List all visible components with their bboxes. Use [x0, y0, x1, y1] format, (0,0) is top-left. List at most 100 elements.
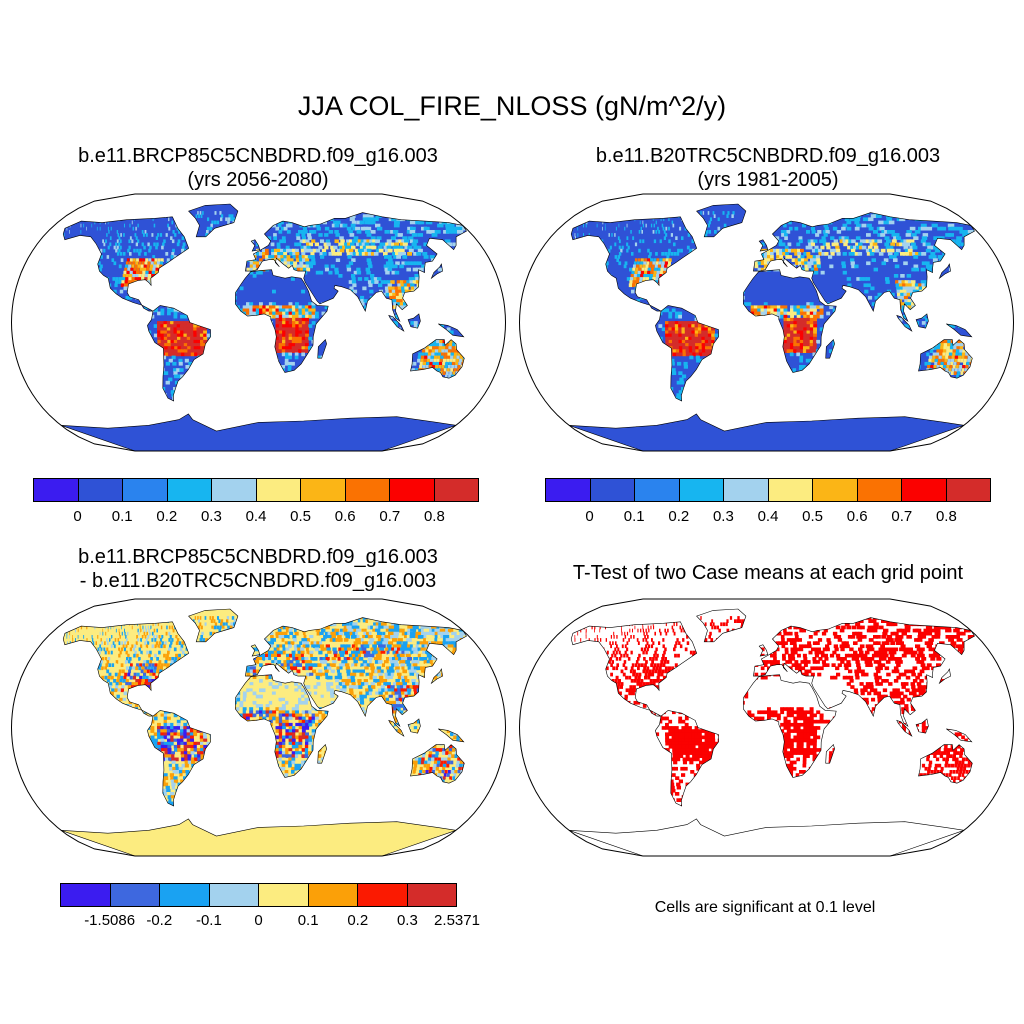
- grid-cell: [262, 255, 266, 259]
- grid-cell: [407, 245, 413, 250]
- grid-cell: [291, 311, 296, 316]
- grid-cell: [639, 264, 643, 269]
- grid-cell: [881, 261, 886, 266]
- grid-cell: [350, 223, 356, 228]
- grid-cell: [106, 255, 110, 259]
- grid-cell: [676, 252, 680, 256]
- grid-cell: [731, 214, 734, 218]
- grid-cell: [775, 236, 780, 240]
- grid-cell: [900, 274, 905, 278]
- grid-cell: [259, 305, 263, 310]
- grid-cell: [813, 321, 818, 325]
- grid-cell: [866, 223, 872, 228]
- grid-cell: [182, 242, 186, 247]
- grid-cell: [895, 248, 901, 253]
- grid-cell: [363, 248, 369, 253]
- grid-cell: [773, 305, 778, 310]
- grid-cell: [176, 242, 180, 247]
- grid-cell: [574, 233, 576, 237]
- grid-cell: [884, 242, 890, 247]
- grid-cell: [305, 258, 310, 262]
- grid-cell: [324, 267, 329, 272]
- grid-cell: [162, 242, 165, 247]
- grid-cell: [183, 339, 188, 344]
- grid-cell: [688, 324, 692, 328]
- grid-cell: [602, 220, 604, 225]
- grid-cell: [668, 314, 673, 319]
- grid-cell: [925, 317, 929, 322]
- grid-cell: [141, 230, 144, 234]
- grid-cell: [366, 270, 371, 275]
- grid-cell: [180, 339, 185, 344]
- grid-cell: [197, 352, 202, 357]
- grid-cell: [301, 311, 306, 316]
- grid-cell: [747, 302, 752, 306]
- grid-cell: [277, 258, 282, 262]
- grid-cell: [272, 311, 277, 316]
- grid-cell: [458, 361, 462, 366]
- grid-cell: [890, 292, 895, 297]
- grid-cell: [401, 261, 407, 266]
- grid-cell: [301, 339, 306, 344]
- grid-cell: [857, 252, 863, 256]
- grid-cell: [816, 264, 821, 269]
- grid-cell: [103, 248, 106, 253]
- grid-cell: [868, 248, 874, 253]
- grid-cell: [298, 308, 303, 313]
- grid-cell: [927, 267, 932, 272]
- grid-cell: [428, 346, 433, 350]
- grid-cell: [183, 324, 188, 328]
- grid-cell: [906, 239, 912, 244]
- grid-cell: [796, 305, 801, 310]
- grid-cell: [165, 380, 170, 385]
- grid-cell: [370, 220, 376, 225]
- grid-cell: [387, 267, 393, 272]
- grid-cell: [259, 302, 263, 306]
- grid-cell: [446, 371, 449, 375]
- grid-cell: [666, 255, 670, 259]
- grid-cell: [844, 236, 849, 240]
- grid-cell: [659, 239, 662, 244]
- grid-cell: [306, 245, 311, 250]
- grid-cell: [864, 289, 869, 294]
- grid-cell: [912, 245, 918, 250]
- grid-cell: [308, 314, 313, 319]
- grid-cell: [620, 248, 623, 253]
- grid-cell: [684, 330, 689, 335]
- grid-cell: [319, 252, 324, 256]
- grid-cell: [349, 217, 355, 222]
- grid-cell: [138, 252, 141, 256]
- grid-cell: [453, 226, 461, 231]
- grid-cell: [196, 324, 201, 328]
- grid-cell: [170, 308, 175, 313]
- grid-cell: [667, 264, 671, 269]
- grid-cell: [373, 252, 379, 256]
- grid-cell: [275, 226, 280, 231]
- grid-cell: [886, 239, 891, 244]
- grid-cell: [583, 233, 584, 237]
- grid-cell: [672, 339, 676, 344]
- grid-cell: [282, 305, 286, 310]
- grid-cell: [336, 248, 342, 253]
- grid-cell: [315, 270, 320, 275]
- grid-cell: [339, 248, 345, 253]
- grid-cell: [445, 346, 449, 350]
- grid-cell: [150, 264, 154, 269]
- grid-cell: [835, 248, 841, 253]
- grid-cell: [455, 361, 459, 366]
- map-future: [10, 193, 507, 452]
- grid-cell: [760, 261, 765, 266]
- grid-cell: [776, 311, 781, 316]
- grid-cell: [448, 343, 453, 347]
- grid-cell: [278, 336, 283, 341]
- grid-cell: [688, 336, 693, 341]
- grid-cell: [896, 242, 902, 247]
- grid-cell: [636, 299, 640, 303]
- grid-cell: [180, 327, 184, 332]
- grid-cell: [704, 233, 708, 237]
- grid-cell: [167, 349, 172, 353]
- grid-cell: [657, 267, 661, 272]
- grid-cell: [665, 330, 670, 335]
- grid-cell: [291, 346, 296, 350]
- grid-cell: [796, 242, 801, 247]
